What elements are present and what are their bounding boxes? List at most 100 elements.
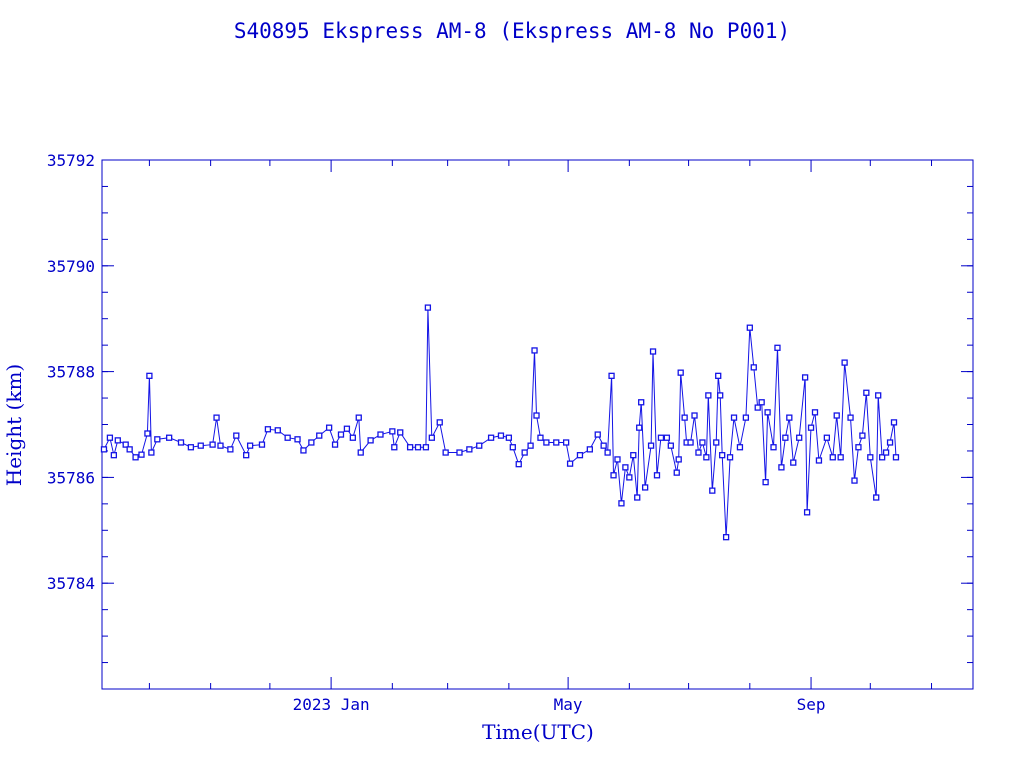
data-point <box>487 434 495 441</box>
data-point <box>705 392 712 399</box>
data-point <box>258 441 266 448</box>
data-point <box>750 364 757 371</box>
data-point <box>875 392 882 399</box>
data-point <box>709 487 716 494</box>
data-point <box>622 464 629 471</box>
data-point <box>638 399 645 406</box>
data-point <box>391 444 398 451</box>
data-point <box>406 444 414 451</box>
data-point <box>636 424 643 431</box>
data-point <box>614 456 621 463</box>
data-point <box>349 434 356 441</box>
data-point <box>677 369 684 376</box>
data-point <box>782 434 789 441</box>
series-line <box>103 307 897 538</box>
data-point <box>209 441 216 448</box>
data-point <box>543 439 550 446</box>
data-point <box>527 442 534 449</box>
data-point <box>726 454 734 461</box>
data-point <box>325 424 333 431</box>
data-point <box>713 439 720 446</box>
data-point <box>600 442 607 449</box>
data-point <box>264 426 272 433</box>
data-point <box>187 444 195 451</box>
data-point <box>742 414 750 421</box>
data-point <box>618 500 625 507</box>
data-point <box>649 348 657 355</box>
x-tick-label: 2023 Jan <box>293 695 370 714</box>
data-point <box>562 439 570 446</box>
data-point <box>892 454 900 461</box>
data-point <box>122 441 129 448</box>
data-point <box>436 419 443 426</box>
data-point <box>509 444 516 451</box>
data-point <box>758 399 765 406</box>
data-point <box>367 437 374 444</box>
data-point <box>144 430 151 437</box>
data-point <box>653 472 661 479</box>
data-point <box>841 359 848 366</box>
data-point <box>634 494 641 501</box>
data-point <box>681 414 688 421</box>
data-point <box>687 439 694 446</box>
data-point <box>867 454 874 461</box>
data-point <box>284 434 291 441</box>
data-point <box>355 414 362 421</box>
data-point <box>796 434 803 441</box>
data-point <box>762 479 769 486</box>
y-tick-label: 35788 <box>47 363 95 382</box>
x-tick-label: May <box>554 695 583 714</box>
data-point <box>811 409 819 416</box>
data-point <box>610 472 617 479</box>
data-point <box>308 439 315 446</box>
data-point <box>736 444 744 451</box>
data-point <box>626 474 633 481</box>
data-point <box>770 444 777 451</box>
data-point <box>337 431 345 438</box>
data-point <box>166 434 173 441</box>
data-point <box>294 436 301 443</box>
data-point <box>730 414 738 421</box>
data-point <box>890 419 898 426</box>
data-point <box>594 431 601 438</box>
y-axis-label: Height (km) <box>2 364 26 486</box>
data-point <box>227 446 234 453</box>
y-tick-label: 35784 <box>47 574 95 593</box>
data-point <box>663 434 671 441</box>
data-point <box>878 454 886 461</box>
data-point <box>389 428 396 435</box>
data-point <box>829 454 836 461</box>
data-point <box>807 424 815 431</box>
data-point <box>476 442 483 449</box>
data-point <box>823 434 830 441</box>
data-point <box>722 534 730 541</box>
data-point <box>397 429 404 436</box>
data-point <box>138 451 145 458</box>
data-point <box>630 452 637 459</box>
data-point <box>608 372 615 379</box>
data-point <box>675 456 682 463</box>
data-point <box>886 439 894 446</box>
y-tick-label: 35790 <box>47 257 95 276</box>
data-point <box>863 389 870 396</box>
data-point <box>537 434 544 441</box>
data-point <box>576 452 584 459</box>
data-point <box>154 436 161 443</box>
data-point <box>833 412 840 419</box>
data-point <box>717 392 724 399</box>
data-point <box>533 412 540 419</box>
data-point <box>233 432 240 439</box>
data-point <box>673 469 680 476</box>
data-point <box>699 439 706 446</box>
data-point <box>243 452 250 459</box>
data-point <box>657 434 665 441</box>
data-point <box>531 347 538 354</box>
data-point <box>774 344 781 351</box>
x-axis-label: Time(UTC) <box>482 720 594 744</box>
data-point <box>847 414 854 421</box>
data-point <box>746 324 753 331</box>
data-point <box>177 439 185 446</box>
data-point <box>377 431 384 438</box>
data-point <box>786 414 793 421</box>
data-point <box>343 425 351 432</box>
